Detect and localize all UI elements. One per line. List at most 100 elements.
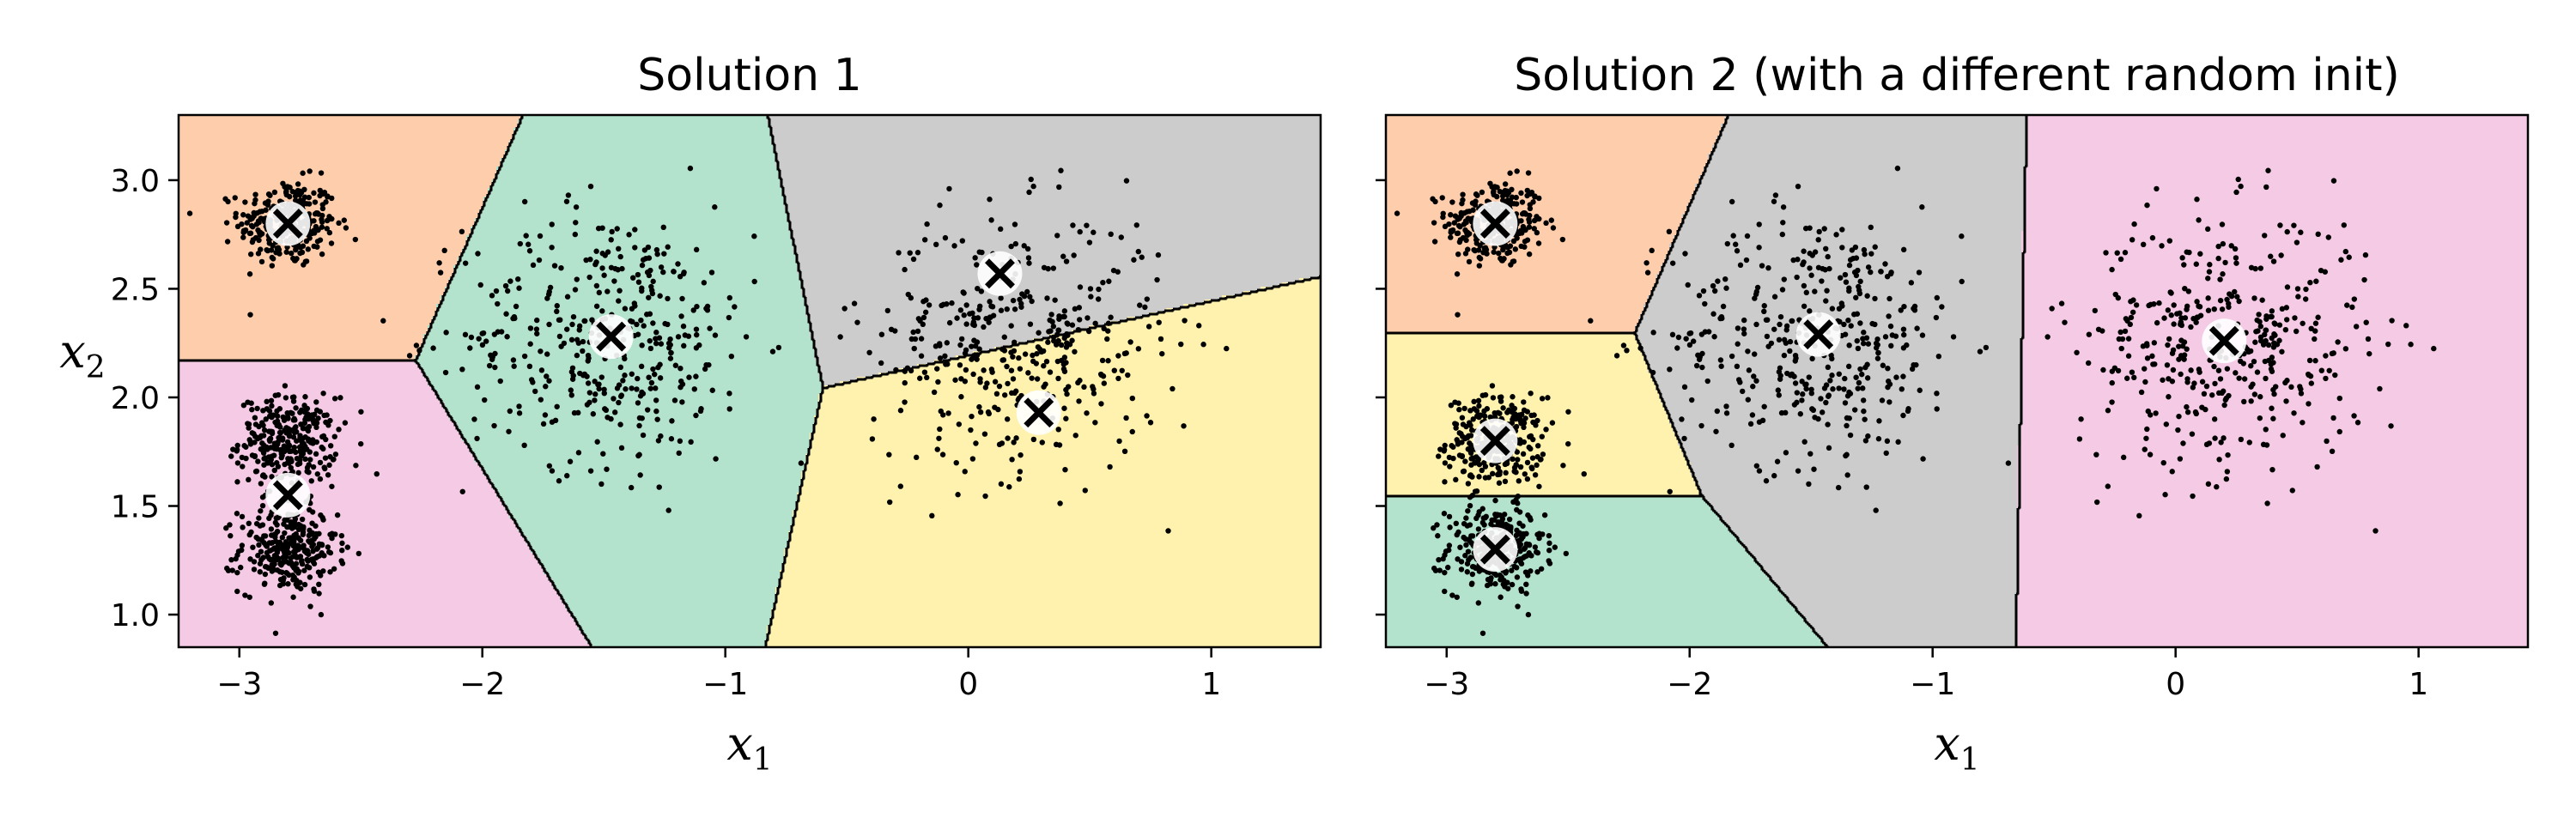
boundary-segment — [1216, 299, 1218, 302]
data-point — [534, 317, 540, 324]
region-cell — [801, 476, 1321, 481]
region-cell — [179, 441, 467, 446]
boundary-segment — [280, 359, 283, 362]
boundary-segment — [1142, 314, 1145, 318]
region-cell — [1386, 553, 1752, 558]
data-point — [302, 394, 308, 400]
data-point — [1057, 500, 1063, 506]
boundary-segment — [368, 359, 370, 362]
boundary-segment — [1238, 294, 1241, 297]
boundary-segment — [979, 352, 981, 355]
data-point — [655, 364, 661, 371]
data-point — [1510, 456, 1516, 463]
data-point — [1496, 250, 1502, 257]
data-point — [240, 212, 246, 218]
boundary-segment — [795, 258, 799, 260]
data-point — [251, 566, 258, 573]
boundary-segment — [900, 369, 902, 373]
data-point — [1001, 334, 1007, 340]
data-point — [1045, 339, 1051, 345]
data-point — [1470, 207, 1476, 213]
boundary-segment — [1250, 290, 1253, 294]
boundary-segment — [1037, 338, 1040, 342]
boundary-segment — [230, 359, 233, 362]
data-point — [726, 406, 732, 412]
boundary-segment — [543, 566, 545, 570]
boundary-segment — [347, 359, 349, 362]
region-cell — [797, 497, 1321, 502]
boundary-segment — [809, 321, 811, 324]
data-point — [596, 289, 603, 296]
data-point — [693, 373, 699, 379]
boundary-segment — [776, 165, 780, 167]
boundary-segment — [393, 359, 396, 362]
boundary-segment — [1315, 276, 1318, 280]
region-cell — [475, 222, 789, 227]
boundary-segment — [450, 278, 453, 282]
region-cell — [179, 347, 420, 352]
boundary-segment — [809, 446, 811, 450]
data-point — [1480, 515, 1486, 521]
data-point — [1072, 348, 1078, 354]
data-point — [293, 449, 299, 456]
data-point — [1441, 511, 1448, 517]
boundary-segment — [793, 513, 797, 516]
boundary-segment — [582, 632, 585, 635]
boundary-segment — [795, 505, 799, 507]
region-cell — [586, 634, 768, 639]
data-point — [658, 433, 664, 439]
boundary-segment — [817, 364, 820, 367]
boundary-segment — [800, 282, 804, 284]
data-point — [255, 227, 261, 233]
data-point — [1801, 439, 1807, 445]
boundary-segment — [508, 512, 511, 515]
data-point — [644, 407, 651, 413]
region-cell — [488, 476, 802, 481]
data-point — [628, 318, 634, 324]
region-cell — [2017, 553, 2529, 558]
data-point — [1713, 428, 1719, 434]
data-point — [970, 319, 977, 325]
boundary-segment — [546, 572, 549, 575]
data-point — [1522, 471, 1528, 477]
region-cell — [1222, 295, 1321, 300]
data-point — [306, 532, 312, 539]
data-point — [268, 512, 274, 518]
data-point — [1092, 320, 1098, 326]
data-point — [1440, 555, 1446, 562]
region-cell — [1386, 458, 1687, 464]
data-point — [264, 446, 270, 452]
data-point — [1118, 234, 1124, 240]
region-cell — [780, 184, 1321, 189]
data-point — [902, 399, 908, 405]
boundary-segment — [766, 637, 769, 639]
data-point — [1017, 296, 1023, 303]
data-point — [1812, 288, 1818, 294]
region-cell — [179, 403, 446, 408]
data-point — [599, 265, 605, 271]
data-point — [1467, 502, 1473, 509]
data-point — [511, 363, 517, 369]
data-point — [1807, 251, 1813, 257]
data-point — [945, 361, 951, 367]
boundary-segment — [500, 165, 502, 168]
data-point — [1092, 420, 1098, 426]
region-cell — [179, 493, 497, 498]
boundary-segment — [1049, 335, 1052, 338]
data-point — [1448, 227, 1455, 233]
data-point — [1431, 220, 1437, 226]
region-cell — [1386, 540, 1743, 545]
boundary-segment — [1188, 304, 1191, 307]
boundary-segment — [450, 415, 453, 419]
region-cell — [1691, 471, 2018, 476]
data-point — [247, 251, 254, 258]
region-cell — [179, 458, 476, 464]
decision-regions-2 — [1386, 115, 2529, 648]
data-point — [641, 323, 647, 329]
region-cell — [2021, 265, 2529, 270]
region-cell — [458, 428, 815, 433]
data-point — [1492, 570, 1498, 577]
data-point — [462, 331, 469, 338]
data-point — [1520, 223, 1527, 230]
data-point — [247, 441, 254, 447]
